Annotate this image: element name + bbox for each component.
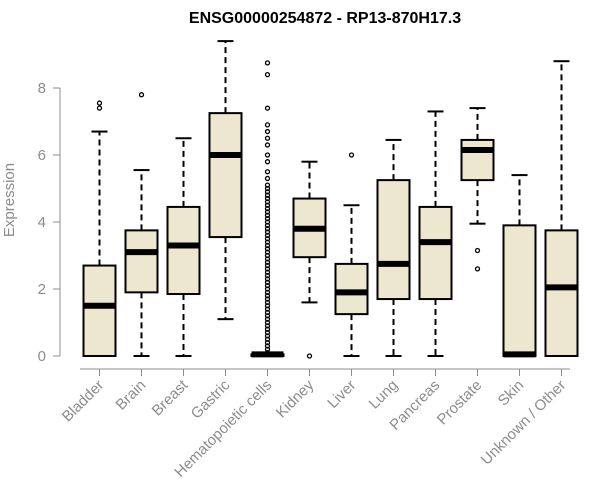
- box-body: [166, 205, 201, 296]
- outlier-point: [264, 346, 271, 352]
- outlier-point: [264, 249, 271, 255]
- box-skin: [502, 174, 537, 358]
- chart-title: ENSG00000254872 - RP13-870H17.3: [189, 10, 461, 27]
- y-axis-ticks: 0 2 4 6 8: [38, 80, 60, 365]
- outlier-point: [474, 266, 481, 272]
- y-tick-label: 4: [38, 214, 46, 231]
- outlier-point: [264, 128, 271, 135]
- boxplot-series: [82, 40, 579, 359]
- box-liver: [334, 152, 369, 357]
- x-tick-label: Skin: [495, 377, 528, 410]
- outlier-point: [264, 105, 271, 111]
- box-gastric: [208, 40, 243, 321]
- outlier-point: [348, 152, 355, 158]
- box-brain: [124, 92, 159, 357]
- box-body: [460, 138, 495, 182]
- y-axis-label: Expression: [1, 163, 18, 237]
- box-pancreas: [418, 110, 453, 357]
- x-tick-label: Lung: [366, 377, 402, 413]
- outlier-point: [96, 100, 103, 106]
- box-body: [544, 229, 579, 357]
- box-lung: [376, 138, 411, 357]
- y-tick-label: 0: [38, 348, 46, 365]
- box-body: [82, 264, 117, 357]
- outlier-point: [306, 353, 313, 359]
- outlier-point: [264, 71, 271, 78]
- outlier-point: [264, 142, 271, 148]
- outlier-point: [264, 242, 271, 249]
- x-tick-label: Bladder: [59, 377, 108, 426]
- y-tick-label: 6: [38, 147, 46, 164]
- x-tick-label: Brain: [113, 377, 150, 414]
- outlier-point: [264, 175, 271, 182]
- box-body: [502, 224, 537, 357]
- box-hematopoietic-cells: [250, 60, 285, 358]
- outlier-point: [264, 135, 271, 141]
- box-body: [208, 112, 243, 239]
- x-tick-label: Liver: [324, 377, 359, 412]
- outlier-point: [264, 182, 271, 188]
- outlier-point: [264, 215, 271, 222]
- outlier-point: [264, 232, 271, 239]
- outlier-point: [264, 226, 271, 232]
- outlier-point: [474, 247, 481, 254]
- box-bladder: [82, 100, 117, 357]
- outlier-point: [138, 92, 145, 98]
- x-tick-label: Breast: [149, 376, 192, 419]
- outlier-point: [264, 192, 271, 198]
- y-tick-label: 2: [38, 281, 46, 298]
- outlier-point: [264, 122, 271, 128]
- outlier-point: [264, 152, 271, 158]
- outlier-point: [264, 313, 271, 319]
- outlier-point: [264, 279, 271, 285]
- outlier-point: [264, 159, 271, 165]
- box-body: [418, 205, 453, 301]
- box-unknown-other: [544, 60, 579, 357]
- y-tick-label: 8: [38, 80, 46, 97]
- box-body: [334, 262, 369, 316]
- x-axis-ticks: [99, 369, 562, 376]
- outlier-point: [264, 262, 271, 269]
- x-tick-label: Kidney: [273, 376, 318, 421]
- outlier-point: [264, 209, 271, 215]
- outlier-point: [264, 296, 271, 302]
- outlier-point: [264, 329, 271, 336]
- outlier-point: [264, 169, 271, 175]
- box-breast: [166, 137, 201, 357]
- x-tick-label: Prostate: [434, 377, 486, 429]
- outlier-point: [96, 105, 103, 111]
- outlier-point: [264, 199, 271, 205]
- outlier-point: [264, 60, 271, 66]
- box-body: [124, 229, 159, 294]
- box-prostate: [460, 107, 495, 272]
- box-body: [376, 179, 411, 301]
- box-kidney: [292, 160, 327, 359]
